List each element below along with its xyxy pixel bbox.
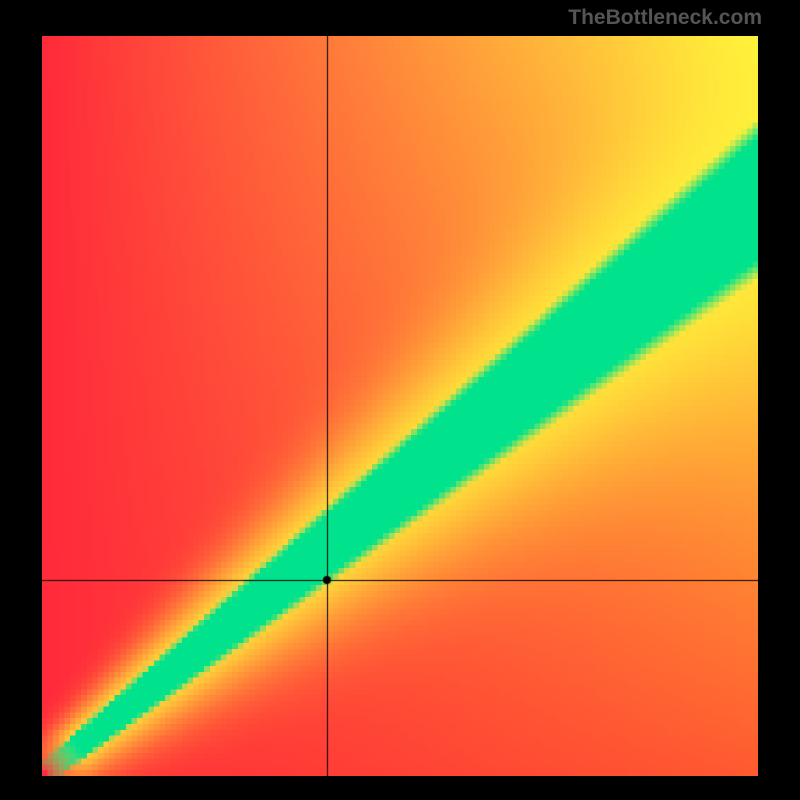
watermark-text: TheBottleneck.com (568, 6, 762, 30)
chart-container: TheBottleneck.com (0, 0, 800, 800)
plot-area (42, 36, 758, 776)
crosshair-overlay (42, 36, 758, 776)
